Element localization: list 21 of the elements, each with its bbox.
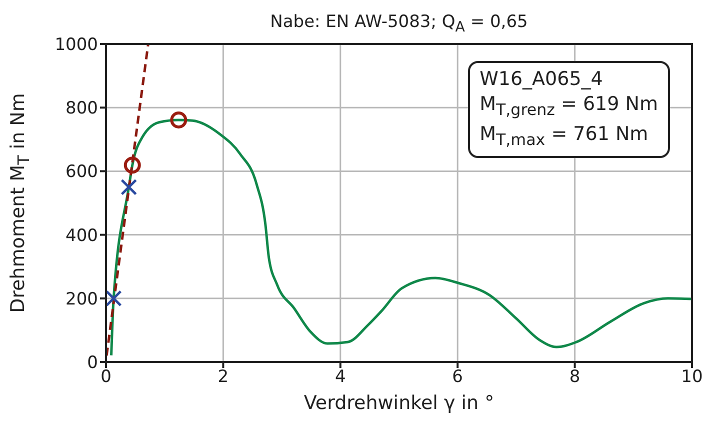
x-tick-label: 6 [452,367,464,388]
x-tick-label: 2 [218,367,229,388]
point [106,290,122,307]
annotation: M$_{T,grenz}$ = 619 Nm [480,93,658,119]
y-tick-label: 1000 [54,35,98,56]
y-tick-label: 600 [66,162,98,182]
point [170,112,188,128]
point [120,178,138,196]
annotation: W16_A065_4 [480,68,603,90]
chart-title: Nabe: EN AW-5083; Q$_{A}$ = 0,65 [270,12,528,36]
x-tick-label: 8 [569,367,580,388]
x-tick-label: 0 [100,367,112,388]
point [124,156,141,174]
x-tick-label: 4 [334,367,346,388]
x-axis-title: Verdrehwinkel γ in ° [304,392,494,414]
y-tick-label: 800 [66,98,98,119]
y-tick-label: 0 [87,353,98,374]
y-tick-label: 400 [66,226,98,246]
y-tick-label: 200 [66,289,98,310]
annotation: M$_{T,max}$ = 761 Nm [480,122,648,149]
x-tick-label: 10 [681,367,703,388]
